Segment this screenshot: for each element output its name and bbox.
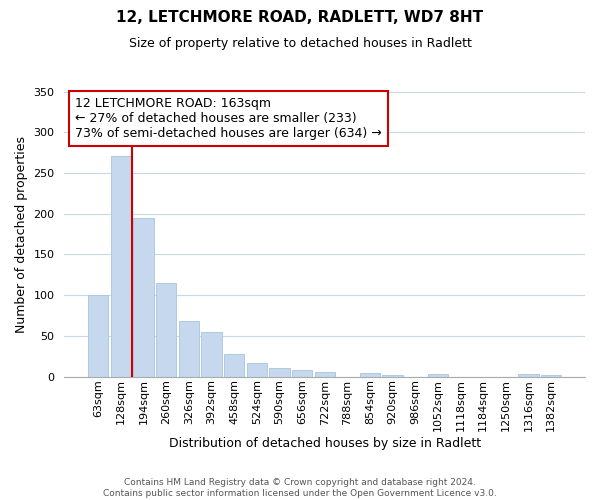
Bar: [518, 374, 539, 376]
Bar: [428, 374, 448, 376]
Bar: [360, 374, 380, 376]
Bar: [247, 363, 267, 376]
Text: Size of property relative to detached houses in Radlett: Size of property relative to detached ho…: [128, 38, 472, 51]
Bar: [269, 368, 290, 376]
Bar: [314, 372, 335, 376]
Text: Contains HM Land Registry data © Crown copyright and database right 2024.
Contai: Contains HM Land Registry data © Crown c…: [103, 478, 497, 498]
Bar: [111, 156, 131, 376]
Bar: [156, 283, 176, 376]
Bar: [88, 295, 109, 376]
Bar: [133, 218, 154, 376]
Bar: [292, 370, 312, 376]
Bar: [201, 332, 221, 376]
Bar: [382, 375, 403, 376]
X-axis label: Distribution of detached houses by size in Radlett: Distribution of detached houses by size …: [169, 437, 481, 450]
Bar: [224, 354, 244, 376]
Text: 12, LETCHMORE ROAD, RADLETT, WD7 8HT: 12, LETCHMORE ROAD, RADLETT, WD7 8HT: [116, 10, 484, 25]
Bar: [179, 322, 199, 376]
Y-axis label: Number of detached properties: Number of detached properties: [15, 136, 28, 332]
Text: 12 LETCHMORE ROAD: 163sqm
← 27% of detached houses are smaller (233)
73% of semi: 12 LETCHMORE ROAD: 163sqm ← 27% of detac…: [75, 97, 382, 140]
Bar: [541, 375, 562, 376]
